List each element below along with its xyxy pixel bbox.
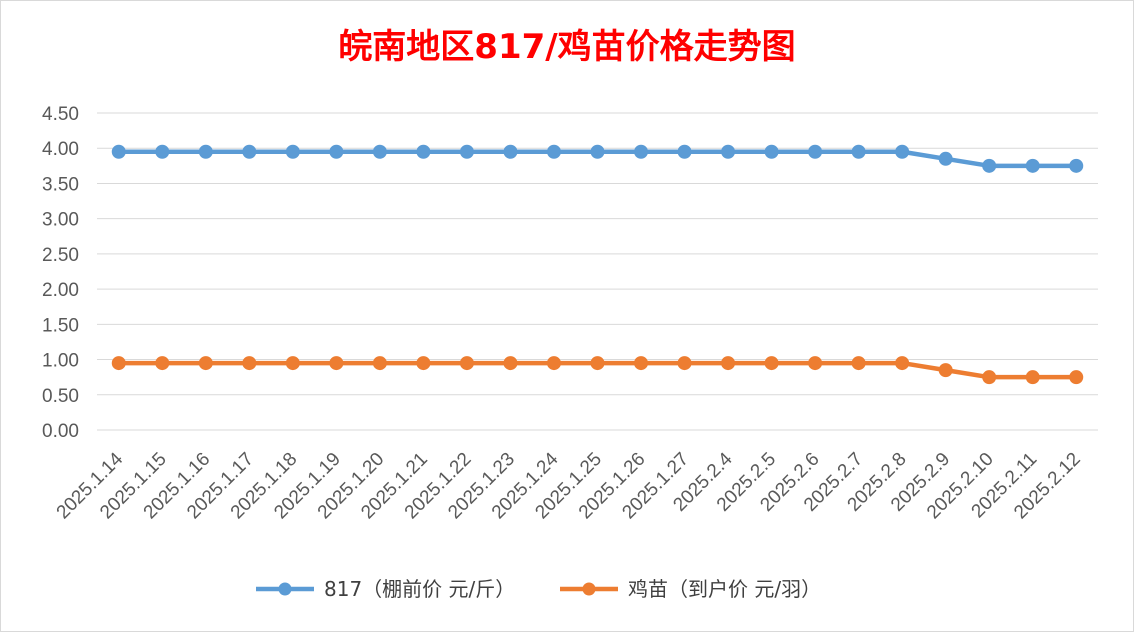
data-point <box>155 356 170 371</box>
y-tick-label: 2.00 <box>42 280 79 301</box>
data-point <box>764 356 779 371</box>
y-tick-label: 0.00 <box>42 421 79 442</box>
legend-label: 鸡苗（到户价 元/羽） <box>628 577 821 601</box>
data-point <box>721 356 736 371</box>
data-point <box>111 356 126 371</box>
legend-label: 817（棚前价 元/斤） <box>324 577 515 601</box>
data-point <box>677 144 692 159</box>
data-point <box>242 356 257 371</box>
data-point <box>590 144 605 159</box>
y-axis: 0.00 0.50 1.00 1.50 2.00 2.50 3.00 3.50 4.00 4.50 <box>42 104 79 442</box>
data-point <box>677 356 692 371</box>
data-point <box>111 144 126 159</box>
data-point <box>416 144 431 159</box>
data-point <box>634 144 649 159</box>
y-tick-label: 1.00 <box>42 351 79 372</box>
data-point <box>503 356 518 371</box>
legend: 817（棚前价 元/斤） 鸡苗（到户价 元/羽） <box>256 577 821 601</box>
data-point <box>329 144 344 159</box>
data-point <box>198 144 213 159</box>
data-point <box>808 356 823 371</box>
data-point <box>808 144 823 159</box>
data-point <box>242 144 257 159</box>
data-point <box>938 363 953 378</box>
data-point <box>285 356 300 371</box>
data-point <box>546 356 561 371</box>
data-point <box>851 144 866 159</box>
plot-series <box>111 144 1084 385</box>
data-point <box>634 356 649 371</box>
legend-marker <box>582 582 596 596</box>
y-tick-label: 3.00 <box>42 210 79 231</box>
data-point <box>372 144 387 159</box>
legend-item-0: 817（棚前价 元/斤） <box>256 577 515 601</box>
y-tick-label: 3.50 <box>42 174 79 195</box>
legend-item-1: 鸡苗（到户价 元/羽） <box>560 577 821 601</box>
y-tick-label: 0.50 <box>42 386 79 407</box>
data-point <box>329 356 344 371</box>
data-point <box>938 151 953 166</box>
data-point <box>459 356 474 371</box>
data-point <box>764 144 779 159</box>
chart-title: 皖南地区817/鸡苗价格走势图 <box>338 27 795 67</box>
data-point <box>372 356 387 371</box>
data-point <box>851 356 866 371</box>
data-point <box>1069 158 1084 173</box>
data-point <box>721 144 736 159</box>
data-point <box>198 356 213 371</box>
data-point <box>1025 158 1040 173</box>
data-point <box>895 356 910 371</box>
data-point <box>459 144 474 159</box>
data-point <box>590 356 605 371</box>
y-tick-label: 1.50 <box>42 315 79 336</box>
data-point <box>982 370 997 385</box>
y-tick-label: 2.50 <box>42 245 79 266</box>
y-tick-label: 4.50 <box>42 104 79 125</box>
y-tick-label: 4.00 <box>42 139 79 160</box>
data-point <box>1069 370 1084 385</box>
data-point <box>155 144 170 159</box>
data-point <box>982 158 997 173</box>
data-point <box>416 356 431 371</box>
data-point <box>546 144 561 159</box>
data-point <box>503 144 518 159</box>
data-point <box>285 144 300 159</box>
data-point <box>895 144 910 159</box>
legend-marker <box>278 582 292 596</box>
data-point <box>1025 370 1040 385</box>
